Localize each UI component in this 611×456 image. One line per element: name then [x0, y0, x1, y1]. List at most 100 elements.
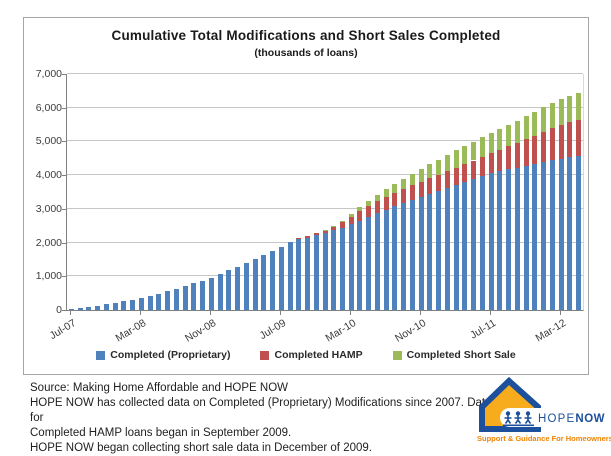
bar-segment [383, 209, 389, 310]
bar-segment [130, 299, 136, 310]
bar-segment [322, 230, 328, 233]
bar-segment [532, 111, 538, 136]
bar-Sep-07 [86, 74, 92, 310]
bar-segment [514, 120, 520, 143]
bar-Nov-10 [418, 74, 424, 310]
bar-segment [339, 222, 345, 228]
bar-Jan-12 [541, 74, 547, 310]
gridline [67, 73, 583, 74]
bar-segment [305, 237, 310, 310]
y-axis-tick-label: 7,000 [35, 68, 62, 80]
source-line: Source: Making Home Affordable and HOPE … [30, 382, 289, 394]
bar-segment [532, 135, 538, 165]
bar-segment [366, 206, 372, 217]
bar-Mar-12 [558, 74, 564, 310]
bar-segment [541, 107, 547, 132]
bar-Oct-09 [305, 74, 310, 310]
bar-segment [558, 158, 564, 310]
y-axis-tick-label: 5,000 [35, 135, 62, 148]
bar-segment [558, 99, 564, 125]
bar-Jan-09 [226, 74, 232, 310]
bar-segment [462, 181, 468, 310]
legend-label: Completed Short Sale [406, 349, 516, 361]
bar-segment [488, 133, 494, 154]
y-axis-tick-mark [62, 74, 66, 75]
bar-segment [444, 187, 450, 310]
bar-segment [427, 164, 433, 179]
bar-Dec-07 [112, 74, 118, 310]
x-axis-tick-mark [350, 311, 352, 315]
bar-segment [567, 95, 573, 123]
bar-segment [523, 116, 529, 140]
bar-segment [348, 224, 354, 310]
y-axis-tick-mark [62, 242, 66, 244]
y-axis-tick-mark [62, 310, 66, 311]
bar-segment [401, 202, 407, 310]
bar-Mar-10 [348, 74, 354, 310]
gridline [67, 140, 583, 142]
bar-segment [331, 225, 337, 227]
bar-Jun-11 [479, 74, 485, 310]
bar-Apr-09 [252, 74, 258, 310]
bar-segment [567, 122, 573, 158]
bar-segment [348, 216, 354, 225]
bar-segment [173, 289, 179, 310]
x-axis-tick-label: Jul-11 [468, 317, 499, 342]
gridline [67, 207, 583, 209]
bar-segment [331, 226, 337, 231]
bar-segment [471, 141, 477, 161]
bar-Aug-08 [182, 74, 188, 310]
bar-segment [156, 293, 162, 310]
x-axis-tick-mark [420, 311, 422, 315]
bar-segment [532, 164, 538, 310]
y-axis-tick-label: 0 [56, 304, 62, 316]
bar-Oct-07 [95, 74, 101, 310]
bar-Mar-11 [453, 74, 459, 310]
bar-segment [479, 137, 485, 157]
bar-segment [471, 160, 477, 179]
bar-segment [567, 157, 573, 310]
bar-segment [357, 207, 363, 212]
bar-segment [121, 301, 127, 310]
source-note: Source: Making Home Affordable and HOPE … [30, 381, 492, 456]
bar-segment [409, 199, 415, 310]
bar-Jan-08 [121, 74, 127, 310]
source-line: HOPE NOW began collecting short sale dat… [30, 442, 372, 454]
bar-segment [427, 193, 433, 310]
x-axis-tick-label: Nov-08 [183, 317, 219, 345]
bar-Sep-08 [191, 74, 197, 310]
bar-Dec-09 [322, 74, 328, 310]
bar-Jun-08 [165, 74, 171, 310]
bar-May-12 [576, 74, 582, 310]
source-line: Completed HAMP loans began in September … [30, 427, 292, 439]
bar-segment [392, 183, 398, 193]
bar-segment [558, 124, 564, 159]
bar-segment [68, 309, 74, 310]
bar-segment [462, 145, 468, 165]
source-line: HOPE NOW has collected data on Completed… [30, 397, 492, 424]
bar-Oct-11 [514, 74, 520, 310]
bar-segment [479, 156, 485, 177]
y-axis-tick-label: 6,000 [35, 101, 62, 114]
bar-Mar-09 [243, 74, 249, 310]
legend-swatch-icon [260, 350, 270, 360]
legend-label: Completed HAMP [274, 349, 363, 361]
bar-Feb-08 [130, 74, 136, 310]
bar-segment [383, 197, 389, 210]
bar-segment [549, 103, 555, 129]
bar-segment [409, 185, 415, 200]
bar-segment [313, 235, 319, 310]
bar-segment [436, 190, 442, 310]
chart-container: Cumulative Total Modifications and Short… [23, 17, 589, 375]
bar-segment [86, 306, 92, 310]
bar-segment [322, 229, 328, 231]
bar-Feb-10 [339, 74, 345, 310]
bar-Sep-09 [296, 74, 302, 310]
bar-Aug-09 [287, 74, 293, 310]
bar-Nov-07 [103, 74, 109, 310]
bar-Aug-07 [77, 74, 83, 310]
y-axis-tick-mark [62, 208, 66, 210]
bar-segment [165, 291, 171, 310]
bar-segment [278, 246, 284, 310]
bar-Aug-11 [497, 74, 503, 310]
